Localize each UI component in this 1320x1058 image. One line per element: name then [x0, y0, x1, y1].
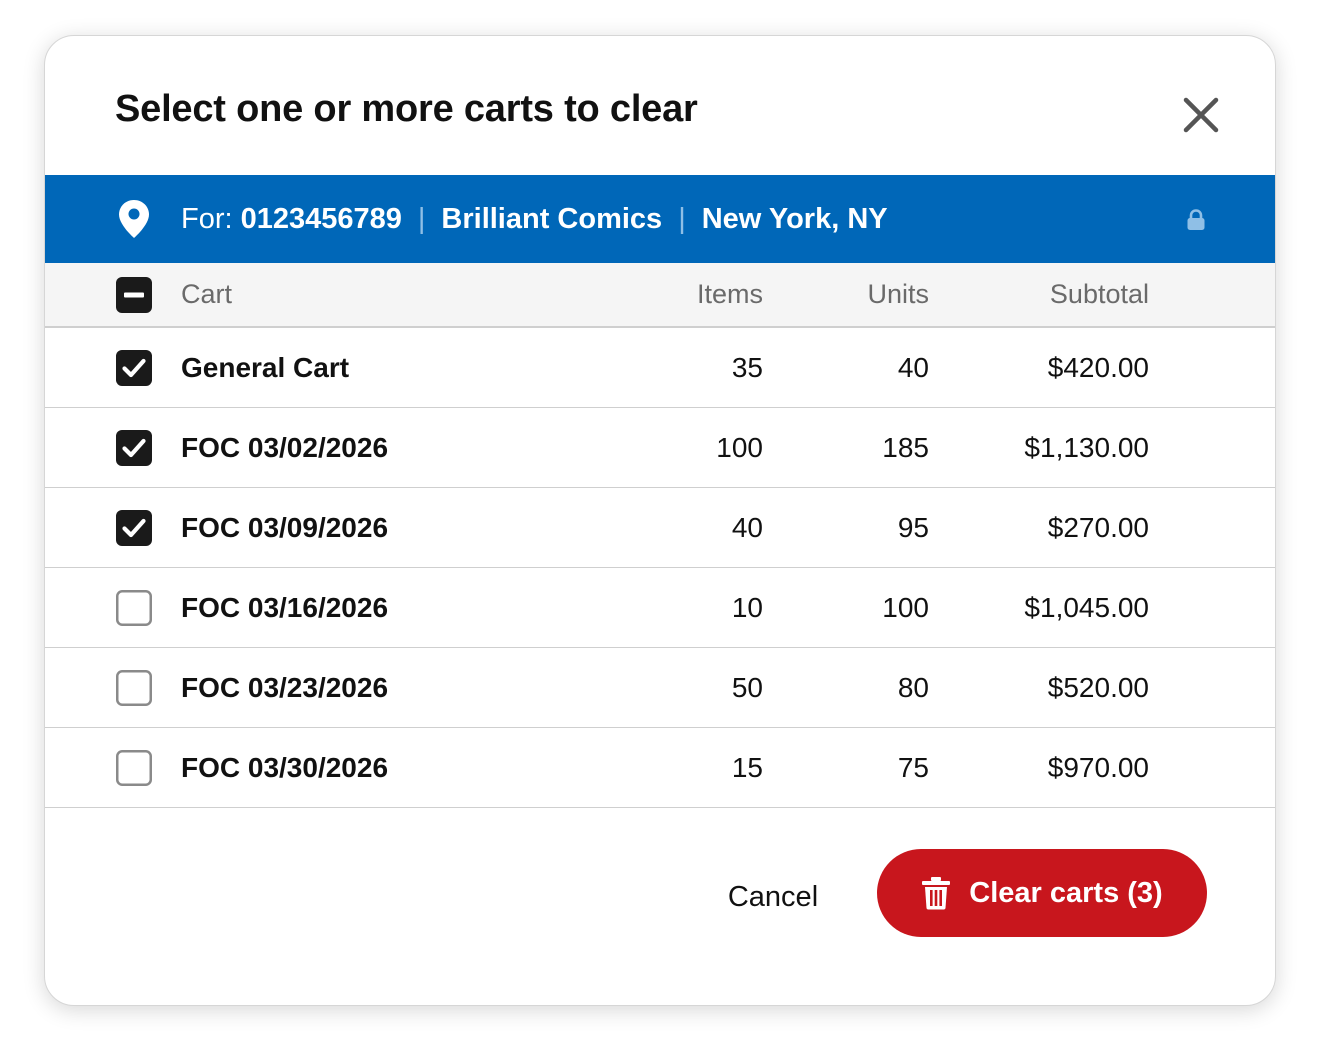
column-header-units[interactable]: Units	[867, 279, 929, 309]
cart-items: 10	[731, 591, 763, 623]
cart-subtotal: $1,045.00	[1024, 591, 1149, 623]
table-row[interactable]: FOC 03/09/2026 40 95 $270.00	[45, 488, 1275, 568]
select-all-checkbox[interactable]	[116, 277, 152, 313]
cart-items: 50	[731, 671, 763, 703]
table-row[interactable]: FOC 03/02/2026 100 185 $1,130.00	[45, 408, 1275, 488]
cancel-button[interactable]: Cancel	[711, 867, 835, 927]
account-info: For: 0123456789 | Brilliant Comics | New…	[181, 175, 888, 263]
row-checkbox[interactable]	[116, 590, 152, 626]
cart-name: FOC 03/09/2026	[181, 511, 389, 543]
account-separator: |	[678, 202, 686, 235]
cart-subtotal: $520.00	[1047, 671, 1149, 703]
row-checkbox[interactable]	[116, 670, 152, 706]
cart-name: FOC 03/23/2026	[181, 671, 389, 703]
account-for-label: For:	[181, 202, 233, 235]
cart-items: 100	[716, 431, 763, 463]
cart-subtotal: $420.00	[1047, 351, 1149, 383]
cart-units: 185	[882, 431, 929, 463]
cart-units: 75	[897, 751, 929, 783]
store-location: New York, NY	[701, 202, 888, 235]
account-separator: |	[417, 202, 426, 235]
cart-name: FOC 03/16/2026	[181, 591, 389, 623]
row-checkbox[interactable]	[116, 510, 152, 546]
dialog-footer: Cancel Clear carts (3)	[45, 806, 1275, 1005]
column-header-subtotal[interactable]: Subtotal	[1049, 279, 1149, 309]
cart-units: 80	[897, 671, 929, 703]
column-header-cart[interactable]: Cart	[181, 279, 233, 309]
cart-units: 95	[897, 511, 929, 543]
cart-units: 40	[897, 351, 929, 383]
clear-carts-dialog: Select one or more carts to clear For: 0…	[44, 35, 1276, 1006]
cart-subtotal: $270.00	[1047, 511, 1149, 543]
row-checkbox[interactable]	[116, 750, 152, 786]
cart-subtotal: $1,130.00	[1024, 431, 1149, 463]
checked-checkbox-icon	[116, 350, 152, 386]
unchecked-checkbox-icon	[116, 750, 152, 786]
cart-items: 15	[731, 751, 763, 783]
cart-name: General Cart	[181, 351, 350, 383]
cart-items: 35	[731, 351, 763, 383]
column-header-items[interactable]: Items	[696, 279, 763, 309]
cart-items: 40	[731, 511, 763, 543]
table-row[interactable]: FOC 03/30/2026 15 75 $970.00	[45, 728, 1275, 808]
clear-carts-button[interactable]: Clear carts (3)	[877, 849, 1207, 937]
row-checkbox[interactable]	[116, 350, 152, 386]
carts-table: Cart Items Units Subtotal General Cart 3…	[45, 263, 1275, 808]
store-name: Brilliant Comics	[441, 202, 663, 235]
cart-subtotal: $970.00	[1047, 751, 1149, 783]
location-pin-icon	[119, 200, 149, 238]
table-row[interactable]: FOC 03/16/2026 10 100 $1,045.00	[45, 568, 1275, 648]
row-checkbox[interactable]	[116, 430, 152, 466]
lock-icon	[1187, 209, 1205, 230]
trash-icon	[922, 877, 951, 910]
indeterminate-checkbox-icon	[116, 277, 152, 313]
unchecked-checkbox-icon	[116, 590, 152, 626]
dialog-header: Select one or more carts to clear	[45, 36, 1275, 175]
table-row[interactable]: General Cart 35 40 $420.00	[45, 328, 1275, 408]
unchecked-checkbox-icon	[116, 670, 152, 706]
account-number: 0123456789	[240, 202, 402, 235]
checked-checkbox-icon	[116, 510, 152, 546]
cart-name: FOC 03/30/2026	[181, 751, 389, 783]
account-bar: For: 0123456789 | Brilliant Comics | New…	[45, 175, 1275, 263]
close-button[interactable]	[1178, 92, 1224, 138]
table-row[interactable]: FOC 03/23/2026 50 80 $520.00	[45, 648, 1275, 728]
dialog-title: Select one or more carts to clear	[115, 88, 698, 130]
cart-name: FOC 03/02/2026	[181, 431, 389, 463]
table-header-row: Cart Items Units Subtotal	[45, 263, 1275, 328]
close-icon	[1183, 97, 1219, 133]
checked-checkbox-icon	[116, 430, 152, 466]
cart-units: 100	[882, 591, 929, 623]
clear-carts-label: Clear carts (3)	[969, 876, 1163, 909]
